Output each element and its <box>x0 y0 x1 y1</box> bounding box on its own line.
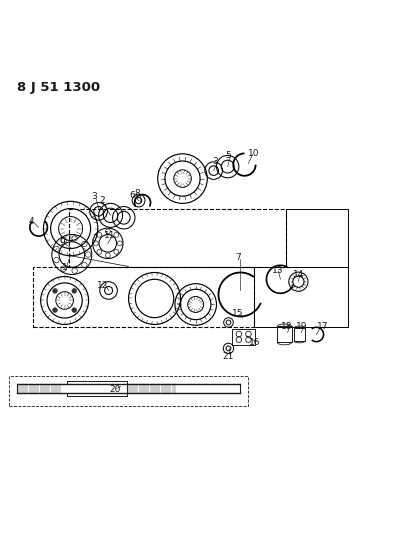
Text: 11: 11 <box>104 231 115 240</box>
Bar <box>233 329 255 345</box>
Text: 7: 7 <box>236 253 241 262</box>
Text: 14: 14 <box>293 270 304 279</box>
Text: 13: 13 <box>271 265 283 274</box>
Text: 2: 2 <box>100 197 105 205</box>
Text: 6: 6 <box>130 191 136 200</box>
Circle shape <box>53 288 57 293</box>
Bar <box>277 326 292 342</box>
Text: 18: 18 <box>281 322 293 331</box>
Bar <box>69 209 286 267</box>
Text: 4: 4 <box>29 217 34 226</box>
Bar <box>286 209 348 267</box>
Text: 5: 5 <box>226 150 231 159</box>
Bar <box>294 328 305 341</box>
Text: 21: 21 <box>223 352 234 361</box>
Text: 10: 10 <box>247 149 259 158</box>
Text: 12: 12 <box>97 281 109 290</box>
Text: 17: 17 <box>317 322 328 331</box>
Circle shape <box>72 308 77 312</box>
Text: 20: 20 <box>109 385 120 394</box>
Bar <box>9 376 249 406</box>
Text: 3: 3 <box>91 192 97 201</box>
Circle shape <box>72 288 77 293</box>
Text: 8 J 51 1300: 8 J 51 1300 <box>17 80 100 94</box>
Bar <box>32 266 255 327</box>
Text: 3: 3 <box>213 157 218 166</box>
Text: 19: 19 <box>296 322 308 331</box>
Circle shape <box>53 308 57 312</box>
Text: 16: 16 <box>249 338 260 348</box>
Text: 1: 1 <box>62 263 67 272</box>
Text: 9: 9 <box>60 238 65 247</box>
Bar <box>255 266 348 327</box>
Text: 8: 8 <box>134 189 140 198</box>
Text: 15: 15 <box>232 309 243 318</box>
